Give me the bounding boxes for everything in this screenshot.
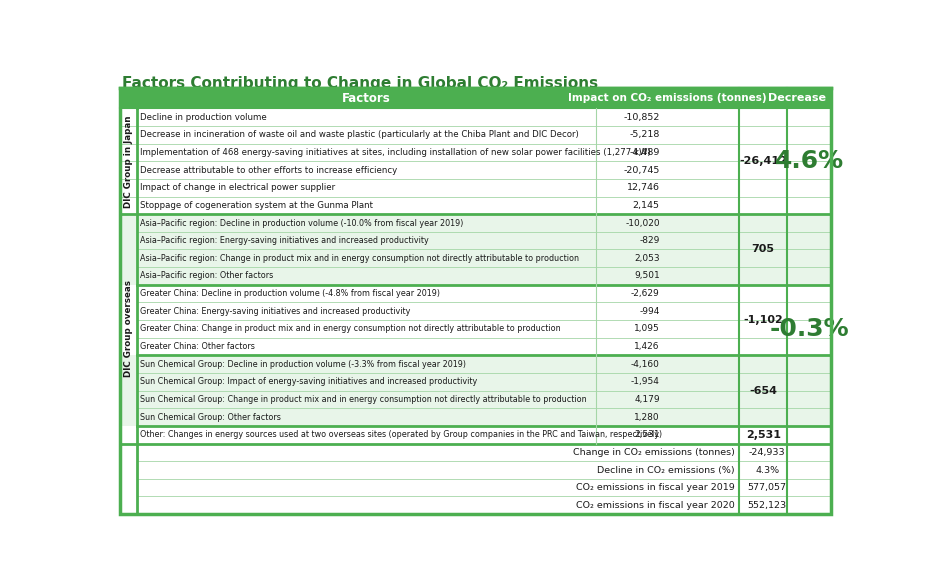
Bar xyxy=(120,108,831,214)
Text: 4.3%: 4.3% xyxy=(754,466,779,474)
Text: Factors: Factors xyxy=(342,92,391,105)
Text: Stoppage of cogeneration system at the Gunma Plant: Stoppage of cogeneration system at the G… xyxy=(140,201,373,210)
Text: -2,629: -2,629 xyxy=(630,289,659,298)
Text: -24,933: -24,933 xyxy=(748,448,784,457)
Text: 2,531: 2,531 xyxy=(634,430,659,439)
Text: Asia–Pacific region: Other factors: Asia–Pacific region: Other factors xyxy=(140,271,273,281)
Text: Impact on CO₂ emissions (tonnes): Impact on CO₂ emissions (tonnes) xyxy=(568,93,766,104)
Text: -10,020: -10,020 xyxy=(625,218,659,228)
Text: Sun Chemical Group: Impact of energy-saving initiatives and increased productivi: Sun Chemical Group: Impact of energy-sav… xyxy=(140,377,477,386)
Text: 552,123: 552,123 xyxy=(747,501,786,510)
Text: 1,280: 1,280 xyxy=(634,413,659,421)
Text: Decrease in incineration of waste oil and waste plastic (particularly at the Chi: Decrease in incineration of waste oil an… xyxy=(140,130,578,139)
Text: 1,426: 1,426 xyxy=(634,342,659,351)
Text: 705: 705 xyxy=(751,244,774,254)
Text: Asia–Pacific region: Decline in production volume (-10.0% from fiscal year 2019): Asia–Pacific region: Decline in producti… xyxy=(140,218,463,228)
Text: 12,746: 12,746 xyxy=(626,183,659,192)
Text: Other: Changes in energy sources used at two overseas sites (operated by Group c: Other: Changes in energy sources used at… xyxy=(140,430,662,439)
Text: Sun Chemical Group: Decline in production volume (-3.3% from fiscal year 2019): Sun Chemical Group: Decline in productio… xyxy=(140,360,466,368)
Text: Greater China: Change in product mix and in energy consumption not directly attr: Greater China: Change in product mix and… xyxy=(140,324,561,333)
Text: -1,102: -1,102 xyxy=(742,315,782,325)
Bar xyxy=(120,214,831,285)
Text: 2,053: 2,053 xyxy=(634,254,659,263)
Text: Factors Contributing to Change in Global CO₂ Emissions: Factors Contributing to Change in Global… xyxy=(122,76,597,91)
Text: Decrease (%): Decrease (%) xyxy=(767,93,850,104)
Text: -5,218: -5,218 xyxy=(629,130,659,139)
Text: Sun Chemical Group: Change in product mix and in energy consumption not directly: Sun Chemical Group: Change in product mi… xyxy=(140,395,586,404)
Text: Asia–Pacific region: Change in product mix and in energy consumption not directl: Asia–Pacific region: Change in product m… xyxy=(140,254,578,263)
Text: -20,745: -20,745 xyxy=(623,166,659,175)
Text: Decrease attributable to other efforts to increase efficiency: Decrease attributable to other efforts t… xyxy=(140,166,397,175)
Text: Implementation of 468 energy-saving initiatives at sites, including installation: Implementation of 468 energy-saving init… xyxy=(140,148,651,157)
Text: -654: -654 xyxy=(749,386,777,396)
Text: DIC Group overseas: DIC Group overseas xyxy=(124,281,133,377)
Text: -0.3%: -0.3% xyxy=(768,317,848,341)
Text: 4.6%: 4.6% xyxy=(774,149,843,173)
Text: 2,531: 2,531 xyxy=(745,430,780,440)
Text: CO₂ emissions in fiscal year 2020: CO₂ emissions in fiscal year 2020 xyxy=(575,501,734,510)
Text: -829: -829 xyxy=(638,236,659,245)
Text: -994: -994 xyxy=(638,307,659,316)
Text: -1,954: -1,954 xyxy=(630,377,659,386)
Text: CO₂ emissions in fiscal year 2019: CO₂ emissions in fiscal year 2019 xyxy=(575,483,734,492)
Bar xyxy=(120,88,831,108)
Bar xyxy=(120,356,831,426)
Text: Greater China: Other factors: Greater China: Other factors xyxy=(140,342,255,351)
Text: -10,852: -10,852 xyxy=(623,113,659,122)
Text: Greater China: Energy-saving initiatives and increased productivity: Greater China: Energy-saving initiatives… xyxy=(140,307,410,316)
Text: 1,095: 1,095 xyxy=(633,324,659,333)
Text: Change in CO₂ emissions (tonnes): Change in CO₂ emissions (tonnes) xyxy=(572,448,734,457)
Text: Sun Chemical Group: Other factors: Sun Chemical Group: Other factors xyxy=(140,413,281,421)
Text: 2,145: 2,145 xyxy=(632,201,659,210)
Text: Impact of change in electrical power supplier: Impact of change in electrical power sup… xyxy=(140,183,335,192)
Text: -4,489: -4,489 xyxy=(629,148,659,157)
Text: 4,179: 4,179 xyxy=(634,395,659,404)
Text: 577,057: 577,057 xyxy=(747,483,786,492)
Text: Decline in production volume: Decline in production volume xyxy=(140,113,266,122)
Text: DIC Group in Japan: DIC Group in Japan xyxy=(124,115,133,208)
Bar xyxy=(120,443,831,514)
Bar xyxy=(120,426,831,443)
Text: Asia–Pacific region: Energy-saving initiatives and increased productivity: Asia–Pacific region: Energy-saving initi… xyxy=(140,236,429,245)
Text: -26,412: -26,412 xyxy=(739,157,786,166)
Text: Greater China: Decline in production volume (-4.8% from fiscal year 2019): Greater China: Decline in production vol… xyxy=(140,289,440,298)
Text: Decline in CO₂ emissions (%): Decline in CO₂ emissions (%) xyxy=(597,466,734,474)
Text: -4,160: -4,160 xyxy=(630,360,659,368)
Text: 9,501: 9,501 xyxy=(633,271,659,281)
Bar xyxy=(120,285,831,356)
